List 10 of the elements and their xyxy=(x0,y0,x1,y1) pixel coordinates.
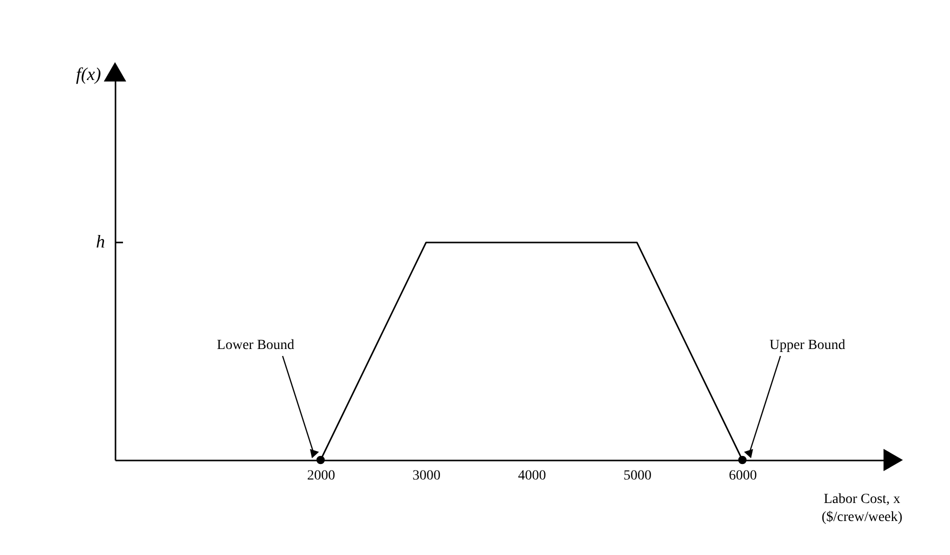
x-tick-label: 5000 xyxy=(623,468,652,484)
text: f(x) xyxy=(76,64,101,84)
annotation: Upper Bound xyxy=(769,338,846,353)
x-axis-title: Labor Cost, x ($/crew/week) xyxy=(822,492,903,525)
x-tick-label: 2000 xyxy=(307,468,336,484)
x-tick-label: 3000 xyxy=(412,468,441,484)
annotation: Lower Bound xyxy=(216,338,294,353)
text: h xyxy=(96,231,105,252)
x-tick-label: 4000 xyxy=(518,468,546,484)
x-tick-label: 6000 xyxy=(728,468,757,484)
